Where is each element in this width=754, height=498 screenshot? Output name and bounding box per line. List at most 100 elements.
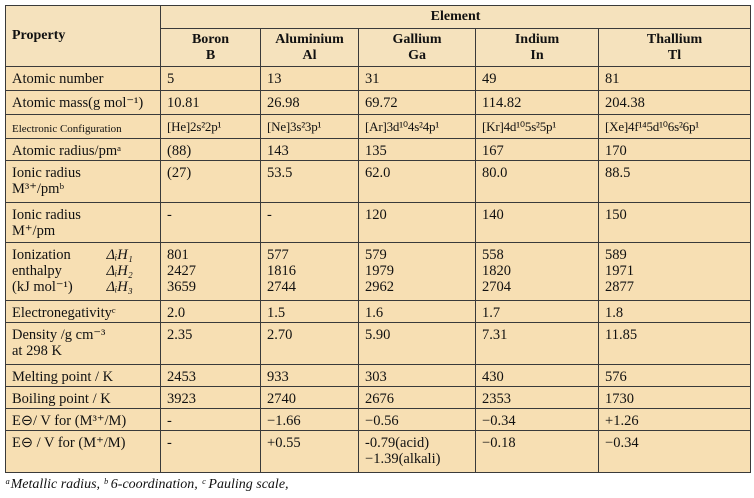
- value-line: 150: [605, 207, 627, 223]
- value-line: 303: [365, 369, 387, 385]
- value-cell: 49: [475, 66, 600, 91]
- property-cell: Electronegativityᶜ: [4, 300, 162, 323]
- table-row: Ionic radius M⁺/pm - -120 140 150: [4, 202, 752, 243]
- property-line: Atomic radius/pmᵃ: [12, 143, 122, 159]
- value-line: +0.55: [267, 435, 301, 451]
- property-line: Melting point / K: [12, 369, 114, 385]
- value-cell: 10.81: [160, 90, 262, 115]
- value-cell: 80.0: [475, 160, 600, 203]
- value-line: 2744: [267, 279, 297, 295]
- property-cell: Ionization enthalpy (kJ mol⁻¹): [5, 242, 101, 301]
- value-line: 430: [482, 369, 504, 385]
- value-cell: 114.82: [475, 90, 600, 115]
- value-cell: 13: [260, 66, 360, 91]
- value-line: 10.81: [167, 95, 200, 111]
- value-line: 1.7: [482, 305, 501, 321]
- property-cell: Atomic mass(g mol⁻¹): [4, 90, 162, 115]
- value-line: [Xe]4f¹⁴5d¹⁰6s²6p¹: [605, 119, 699, 134]
- table-row: E⊖ / V for (M⁺/M) - +0.55 -0.79(acid) −1.39(…: [4, 430, 752, 473]
- value-cell: 69.72: [358, 90, 477, 115]
- property-cell: E⊖/ V for (M³⁺/M): [4, 408, 162, 431]
- value-line: 143: [267, 143, 289, 159]
- header-row: Property Element: [4, 5, 752, 67]
- value-line: 589: [605, 247, 627, 263]
- value-cell: (27): [160, 160, 262, 203]
- value-line: 2676: [365, 391, 395, 407]
- value-cell: 1.8: [598, 300, 752, 323]
- element-name: Thallium: [646, 31, 703, 47]
- element-header: Aluminium Al: [260, 28, 360, 67]
- value-cell: 140: [475, 202, 600, 243]
- table-row: Atomic mass(g mol⁻¹) 10.81 26.98 69.72 114.8…: [4, 90, 752, 115]
- value-line: 576: [605, 369, 627, 385]
- value-line: 13: [267, 71, 282, 87]
- value-cell: [Ne]3s²3p¹: [260, 114, 360, 139]
- table-row: Density /g cm⁻³ at 298 K 2.35 2.70 5.90 7.31 1…: [4, 322, 752, 365]
- value-cell: 1.5: [260, 300, 360, 323]
- value-line: −1.66: [267, 413, 301, 429]
- value-line: 1.6: [365, 305, 384, 321]
- footnote: ᵃMetallic radius, ᵇ 6-coordination, ᶜ Pa…: [5, 477, 289, 492]
- value-line: 31: [365, 71, 380, 87]
- value-line: 49: [482, 71, 497, 87]
- value-line: 1979: [365, 263, 395, 279]
- value-line: 2962: [365, 279, 395, 295]
- table-row: Electronic Configuration [He]2s²2p¹ [Ne]3s…: [4, 114, 752, 139]
- table-row: Ionic radius M³⁺/pmᵇ (27) 53.5 62.0 80.0 88.5: [4, 160, 752, 203]
- value-cell: -: [260, 202, 360, 243]
- header-element: Element: [160, 5, 752, 29]
- value-line: -: [167, 207, 172, 223]
- property-line: Density /g cm⁻³: [12, 327, 106, 343]
- value-line: [Kr]4d¹⁰5s²5p¹: [482, 119, 557, 134]
- sublabel: ΔᵢH₃: [106, 279, 133, 295]
- element-symbol: In: [530, 47, 544, 63]
- value-cell: -: [160, 430, 262, 473]
- property-line: Atomic number: [12, 71, 104, 87]
- value-cell: 2676: [358, 386, 477, 409]
- value-line: (88): [167, 143, 192, 159]
- value-cell: 170: [598, 138, 752, 161]
- value-line: 579: [365, 247, 387, 263]
- value-line: −0.34: [605, 435, 639, 451]
- value-cell: 2.70: [260, 322, 360, 365]
- element-header: Indium In: [475, 28, 600, 67]
- element-header: Thallium Tl: [598, 28, 752, 67]
- table-header: Property Element Boron B Aluminium Al Gallium G…: [4, 5, 752, 67]
- property-cell: Melting point / K: [4, 364, 162, 387]
- value-line: 5: [167, 71, 175, 87]
- property-cell: Ionic radius M⁺/pm: [4, 202, 162, 243]
- value-cell: 120: [358, 202, 477, 243]
- value-line: 801: [167, 247, 189, 263]
- sublabel: ΔᵢH₂: [106, 263, 133, 279]
- value-cell: 1.7: [475, 300, 600, 323]
- property-cell: Ionic radius M³⁺/pmᵇ: [4, 160, 162, 203]
- value-line: +1.26: [605, 413, 639, 429]
- element-name: Boron: [191, 31, 230, 47]
- value-line: 2.70: [267, 327, 293, 343]
- value-cell: 303: [358, 364, 477, 387]
- value-cell: 5: [160, 66, 262, 91]
- element-header: Boron B: [160, 28, 262, 67]
- value-cell: +0.55: [260, 430, 360, 473]
- value-cell: 589 1971 2877: [598, 242, 752, 301]
- property-line: Ionic radius: [12, 207, 81, 223]
- value-cell: 81: [598, 66, 752, 91]
- element-symbol: Tl: [667, 47, 682, 63]
- value-line: [Ne]3s²3p¹: [267, 119, 322, 134]
- value-cell: 579 1979 2962: [358, 242, 477, 301]
- value-line: 26.98: [267, 95, 300, 111]
- value-line: [Ar]3d¹⁰4s²4p¹: [365, 119, 440, 134]
- value-cell: 135: [358, 138, 477, 161]
- property-line: E⊖ / V for (M⁺/M): [12, 435, 126, 451]
- value-cell: 3923: [160, 386, 262, 409]
- value-line: −0.34: [482, 413, 516, 429]
- value-cell: −1.66: [260, 408, 360, 431]
- property-line: M⁺/pm: [12, 223, 56, 239]
- value-cell: [Xe]4f¹⁴5d¹⁰6s²6p¹: [598, 114, 752, 139]
- value-cell: (88): [160, 138, 262, 161]
- property-line: Ionization: [12, 247, 71, 263]
- property-line: Electronegativityᶜ: [12, 305, 116, 321]
- value-line: 3923: [167, 391, 197, 407]
- value-line: 558: [482, 247, 504, 263]
- value-line: 204.38: [605, 95, 645, 111]
